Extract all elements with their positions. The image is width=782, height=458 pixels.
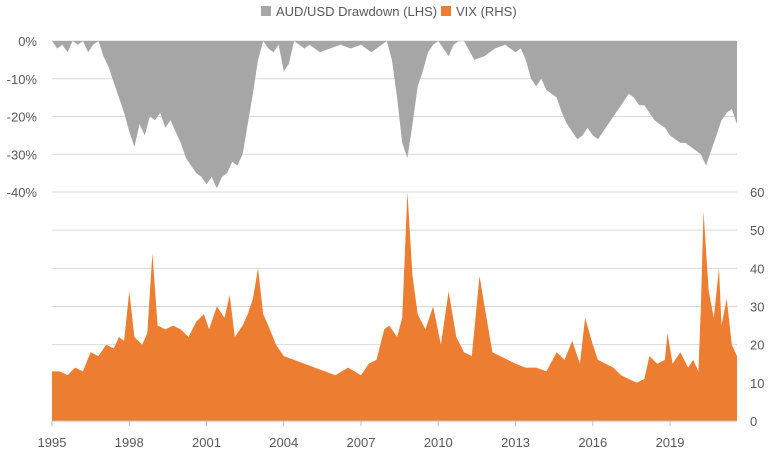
- x-tick-label: 1995: [38, 435, 67, 450]
- left-tick-label: -20%: [7, 110, 38, 125]
- left-tick-label: -30%: [7, 147, 38, 162]
- legend-swatch-vix: [441, 6, 451, 16]
- x-tick-label: 2001: [192, 435, 221, 450]
- legend-swatch-drawdown: [261, 6, 271, 16]
- right-tick-label: 10: [750, 376, 764, 391]
- right-tick-label: 20: [750, 338, 764, 353]
- vix-area: [52, 192, 737, 421]
- right-tick-label: 40: [750, 261, 764, 276]
- legend-label-drawdown: AUD/USD Drawdown (LHS): [276, 4, 437, 19]
- left-axis: 0% -10% -20% -30% -40%: [7, 34, 38, 200]
- x-tick-label: 2013: [501, 435, 530, 450]
- legend: AUD/USD Drawdown (LHS) VIX (RHS): [261, 4, 517, 19]
- left-tick-label: -10%: [7, 72, 38, 87]
- left-tick-label: 0%: [18, 34, 37, 49]
- right-axis: 0 10 20 30 40 50 60: [750, 185, 764, 429]
- right-tick-label: 0: [750, 414, 757, 429]
- x-tick-label: 2019: [656, 435, 685, 450]
- x-tick-label: 2004: [269, 435, 298, 450]
- right-tick-label: 50: [750, 223, 764, 238]
- plot-area: [52, 41, 737, 422]
- x-tick-label: 1998: [115, 435, 144, 450]
- x-tick-label: 2007: [347, 435, 376, 450]
- legend-label-vix: VIX (RHS): [456, 4, 517, 19]
- x-tick-label: 2016: [578, 435, 607, 450]
- x-axis: 1995 1998 2001 2004 2007 2010 2013 2016 2019: [38, 421, 685, 450]
- right-tick-label: 60: [750, 185, 764, 200]
- left-tick-label: -40%: [7, 185, 38, 200]
- x-tick-label: 2010: [424, 435, 453, 450]
- right-tick-label: 30: [750, 300, 764, 315]
- drawdown-area: [52, 41, 737, 189]
